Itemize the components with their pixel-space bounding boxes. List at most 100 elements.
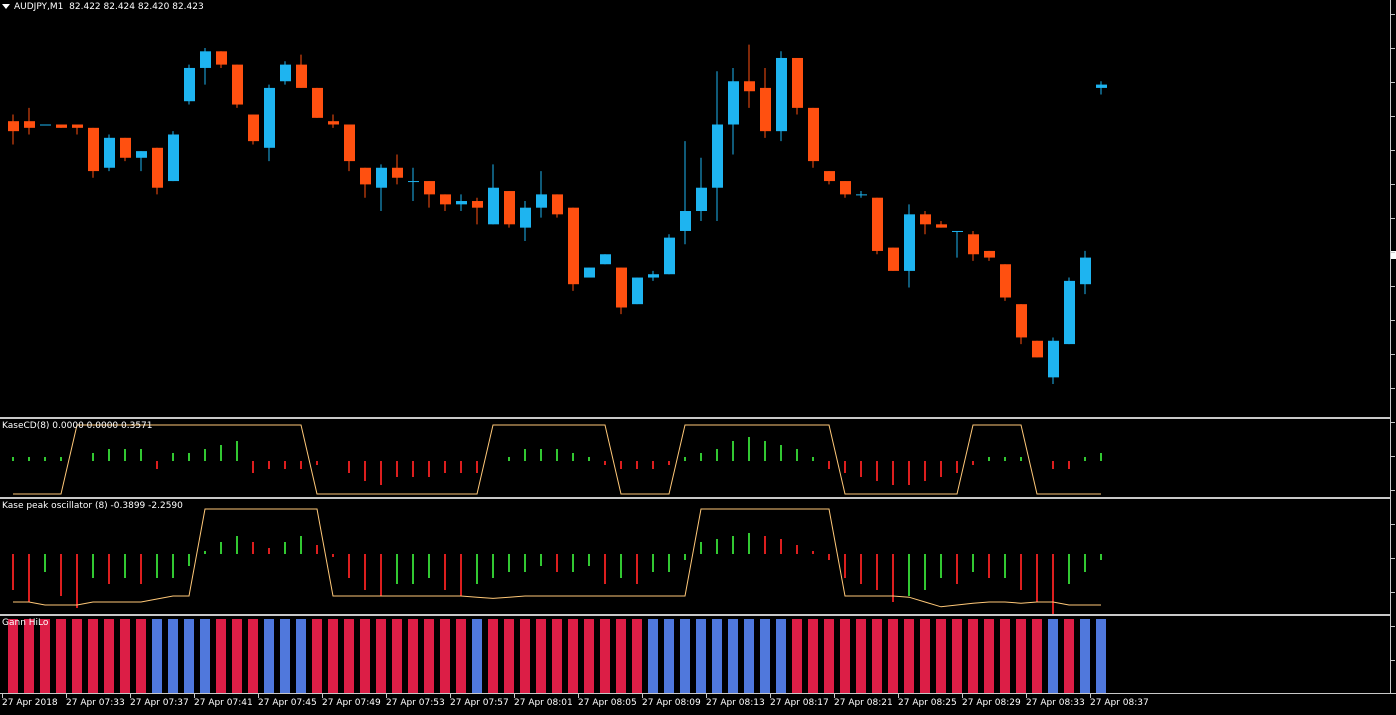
candle-body bbox=[104, 137, 115, 168]
gann-hilo-bar bbox=[1048, 619, 1058, 693]
time-axis-tick bbox=[706, 694, 707, 698]
time-axis-label: 27 Apr 08:29 bbox=[962, 698, 1021, 708]
gann-hilo-bar bbox=[88, 619, 98, 693]
time-axis-label: 27 Apr 07:33 bbox=[66, 698, 125, 708]
price-axis[interactable] bbox=[1390, 0, 1396, 693]
candle-body bbox=[664, 237, 675, 275]
gann-hilo-bar bbox=[248, 619, 258, 693]
candle-body bbox=[744, 81, 755, 92]
gann-hilo-bar bbox=[264, 619, 274, 693]
gann-hilo-bar bbox=[632, 619, 642, 693]
candle-body bbox=[72, 124, 83, 128]
candle-body bbox=[344, 124, 355, 162]
symbol-label: AUDJPY,M1 bbox=[14, 2, 64, 12]
gann-hilo-bar bbox=[984, 619, 994, 693]
candle-body bbox=[1032, 340, 1043, 358]
price-axis-tick bbox=[1391, 422, 1395, 423]
candle-body bbox=[488, 187, 499, 225]
gann-hilo-bar bbox=[760, 619, 770, 693]
gann-hilo-bar bbox=[872, 619, 882, 693]
time-axis-tick bbox=[578, 694, 579, 698]
gann-hilo-bar bbox=[936, 619, 946, 693]
gann-hilo-bar bbox=[488, 619, 498, 693]
gann-hilo-bar bbox=[72, 619, 82, 693]
time-axis-label: 27 Apr 08:13 bbox=[706, 698, 765, 708]
gann-hilo-bar bbox=[888, 619, 898, 693]
candle-body bbox=[136, 151, 147, 158]
time-axis-tick bbox=[642, 694, 643, 698]
gann-hilo-bar bbox=[216, 619, 226, 693]
gann-hilo-bar bbox=[904, 619, 914, 693]
time-axis-label: 27 Apr 2018 bbox=[2, 698, 58, 708]
time-axis-tick bbox=[1090, 694, 1091, 698]
candle-body bbox=[408, 181, 419, 183]
gann-hilo-bar bbox=[616, 619, 626, 693]
time-axis-label: 27 Apr 08:09 bbox=[642, 698, 701, 708]
time-axis-label: 27 Apr 08:33 bbox=[1026, 698, 1085, 708]
ohlc-values: 82.422 82.424 82.420 82.423 bbox=[69, 2, 204, 12]
gann-hilo-bar bbox=[312, 619, 322, 693]
pane-separator[interactable] bbox=[0, 614, 1396, 616]
candle-body bbox=[520, 207, 531, 228]
gann-hilo-pane[interactable]: Gann HiLo bbox=[0, 616, 1390, 693]
price-axis-tick bbox=[1391, 14, 1395, 15]
gann-hilo-bar bbox=[376, 619, 386, 693]
gann-hilo-bar bbox=[456, 619, 466, 693]
gann-hilo-bar bbox=[120, 619, 130, 693]
pane-separator[interactable] bbox=[0, 417, 1396, 419]
gann-hilo-bar bbox=[584, 619, 594, 693]
pane-separator[interactable] bbox=[0, 497, 1396, 499]
candle-body bbox=[568, 207, 579, 285]
price-axis-tick bbox=[1391, 490, 1395, 491]
gann-hilo-bar bbox=[648, 619, 658, 693]
gann-hilo-bar bbox=[1064, 619, 1074, 693]
candle-body bbox=[280, 64, 291, 82]
price-axis-tick bbox=[1391, 524, 1395, 525]
candle-body bbox=[168, 134, 179, 182]
candle-body bbox=[56, 124, 67, 128]
gann-hilo-bar bbox=[424, 619, 434, 693]
candle-body bbox=[232, 64, 243, 105]
gann-hilo-bar bbox=[968, 619, 978, 693]
candle-body bbox=[312, 87, 323, 118]
time-axis-tick bbox=[898, 694, 899, 698]
gann-hilo-bar bbox=[520, 619, 530, 693]
price-axis-tick bbox=[1391, 184, 1395, 185]
current-price-marker bbox=[1391, 251, 1396, 259]
kase-peak-pane[interactable]: Kase peak oscillator (8) -0.3899 -2.2590 bbox=[0, 499, 1390, 614]
price-axis-tick bbox=[1391, 388, 1395, 389]
candle-body bbox=[456, 201, 467, 205]
candle-body bbox=[680, 211, 691, 231]
gann-hilo-bar bbox=[152, 619, 162, 693]
gann-hilo-bar bbox=[824, 619, 834, 693]
time-axis-label: 27 Apr 08:17 bbox=[770, 698, 829, 708]
candle-body bbox=[504, 191, 515, 225]
candle-body bbox=[120, 137, 131, 158]
price-axis-tick bbox=[1391, 456, 1395, 457]
gann-hilo-histogram bbox=[8, 619, 1106, 693]
gann-hilo-bar bbox=[808, 619, 818, 693]
time-axis-label: 27 Apr 07:53 bbox=[386, 698, 445, 708]
candle-body bbox=[824, 171, 835, 182]
gann-hilo-bar bbox=[296, 619, 306, 693]
gann-hilo-bar bbox=[184, 619, 194, 693]
dropdown-triangle-icon[interactable] bbox=[2, 4, 10, 9]
candle-body bbox=[536, 194, 547, 208]
time-axis[interactable]: 27 Apr 2018 27 Apr 07:33 27 Apr 07:37 27 Ap… bbox=[0, 693, 1396, 715]
candle-body bbox=[648, 274, 659, 278]
main-chart-pane[interactable]: AUDJPY,M1 82.422 82.424 82.420 82.423 bbox=[0, 0, 1390, 417]
candle-body bbox=[8, 121, 19, 132]
gann-hilo-bar bbox=[856, 619, 866, 693]
kasecd-histogram bbox=[12, 424, 1102, 495]
candle-body bbox=[952, 230, 963, 232]
gann-hilo-bar bbox=[1032, 619, 1042, 693]
candle-body bbox=[264, 87, 275, 148]
candle-body bbox=[584, 267, 595, 278]
gann-hilo-bar bbox=[600, 619, 610, 693]
candle-body bbox=[904, 214, 915, 271]
candle-body bbox=[1016, 304, 1027, 338]
gann-hilo-bar bbox=[104, 619, 114, 693]
candle-body bbox=[1080, 257, 1091, 285]
kasecd-pane[interactable]: KaseCD(8) 0.0000 0.0000 0.3571 bbox=[0, 419, 1390, 497]
candle-body bbox=[376, 167, 387, 188]
